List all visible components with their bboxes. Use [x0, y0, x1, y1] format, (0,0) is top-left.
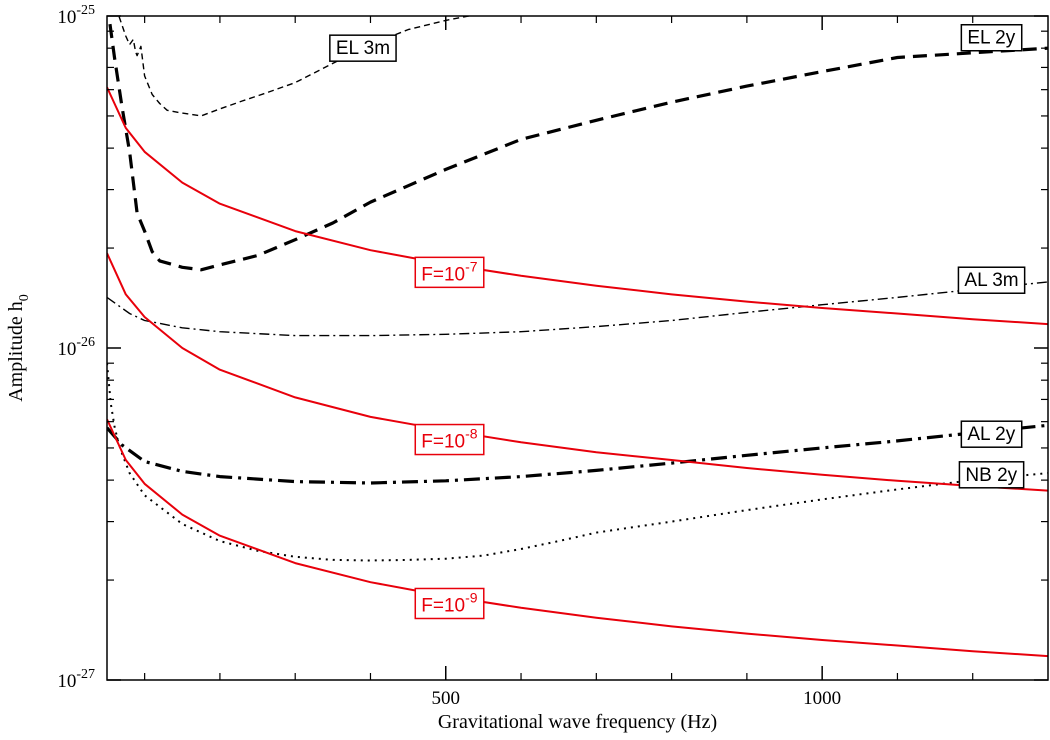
curve-label-el-2y: EL 2y [960, 23, 1023, 52]
y-axis-title-base: Amplitude h [5, 301, 27, 402]
curve-label-box [414, 423, 485, 456]
curve-label-f-10-9: F=10-9 [414, 587, 485, 620]
y-tick-label: 10-27 [57, 667, 95, 692]
annotation-layer: EL 3m EL 2y AL 3m AL 2y NB 2y F=10-7 F=10-8 F=1… [329, 23, 1026, 620]
y-tick-label: 10-26 [57, 335, 95, 360]
series-line-f-10-8 [107, 252, 1048, 492]
series-line-al-3m [107, 281, 1048, 337]
tick-layer: 500 1000 10-25 10-26 10-27 [57, 3, 1048, 709]
series-line-f-10-7 [107, 86, 1048, 326]
svg-text:AL 3m: AL 3m [964, 270, 1018, 291]
y-axis-title-subscript: 0 [17, 294, 32, 301]
svg-text:NB 2y: NB 2y [965, 465, 1017, 486]
curve-label-f-10-7: F=10-7 [414, 256, 485, 289]
curve-label-box [958, 461, 1025, 489]
curve-label-box [960, 23, 1023, 52]
y-tick-label: 10-25 [57, 3, 95, 28]
series-line-al-2y [107, 423, 1048, 485]
svg-text:AL 2y: AL 2y [967, 424, 1015, 445]
plot-frame [106, 15, 1049, 681]
curve-label-box [414, 587, 485, 620]
svg-text:F=10-7: F=10-7 [421, 258, 478, 285]
x-tick-label: 1000 [803, 688, 841, 709]
curve-label-nb-2y: NB 2y [958, 461, 1025, 489]
curve-label-box [329, 34, 397, 62]
series-line-nb-2y [107, 363, 1048, 562]
svg-text:EL 3m: EL 3m [336, 38, 390, 59]
curve-label-box [957, 266, 1026, 294]
x-axis-title: Gravitational wave frequency (Hz) [438, 711, 717, 733]
curve-label-box [960, 420, 1023, 448]
curve-label-al-2y: AL 2y [960, 420, 1023, 448]
y-axis-title: Amplitude h0 [5, 294, 32, 402]
curve-label-el-3m: EL 3m [329, 34, 397, 62]
svg-text:EL 2y: EL 2y [967, 28, 1015, 49]
curve-label-al-3m: AL 3m [957, 266, 1026, 294]
curve-label-box [414, 256, 485, 289]
curve-label-f-10-8: F=10-8 [414, 423, 485, 456]
svg-text:F=10-8: F=10-8 [421, 426, 478, 453]
x-tick-label: 500 [432, 688, 461, 709]
curves-layer [107, 16, 1048, 658]
series-line-el-2y [107, 16, 1048, 272]
svg-text:F=10-9: F=10-9 [421, 589, 478, 616]
